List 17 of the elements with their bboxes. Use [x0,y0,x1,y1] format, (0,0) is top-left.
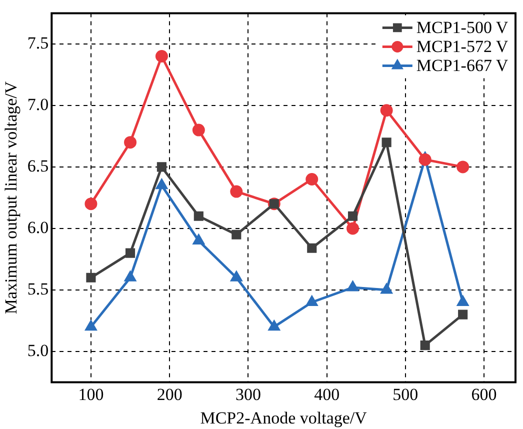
x-tick-label: 200 [156,384,182,404]
y-tick-label: 7.0 [27,94,49,114]
y-tick-label: 6.0 [27,218,49,237]
y-axis-title: Maximum output linear voltage/V [2,80,21,314]
x-tick-label: 300 [235,384,261,404]
x-axis-title: MCP2-Anode voltage/V [200,408,368,428]
y-tick-label: 7.5 [27,33,49,52]
x-tick-label: 600 [471,384,497,404]
legend-label: MCP1-572 V [416,37,509,56]
x-tick-label: 500 [392,384,418,404]
x-tick-label: 400 [314,384,340,404]
legend-label: MCP1-500 V [416,18,509,38]
legend-label: MCP1-667 V [416,56,509,76]
y-tick-label: 5.0 [27,340,49,360]
y-tick-label: 5.5 [27,279,49,298]
y-tick-label: 6.5 [27,156,49,176]
x-tick-label: 100 [78,384,104,404]
